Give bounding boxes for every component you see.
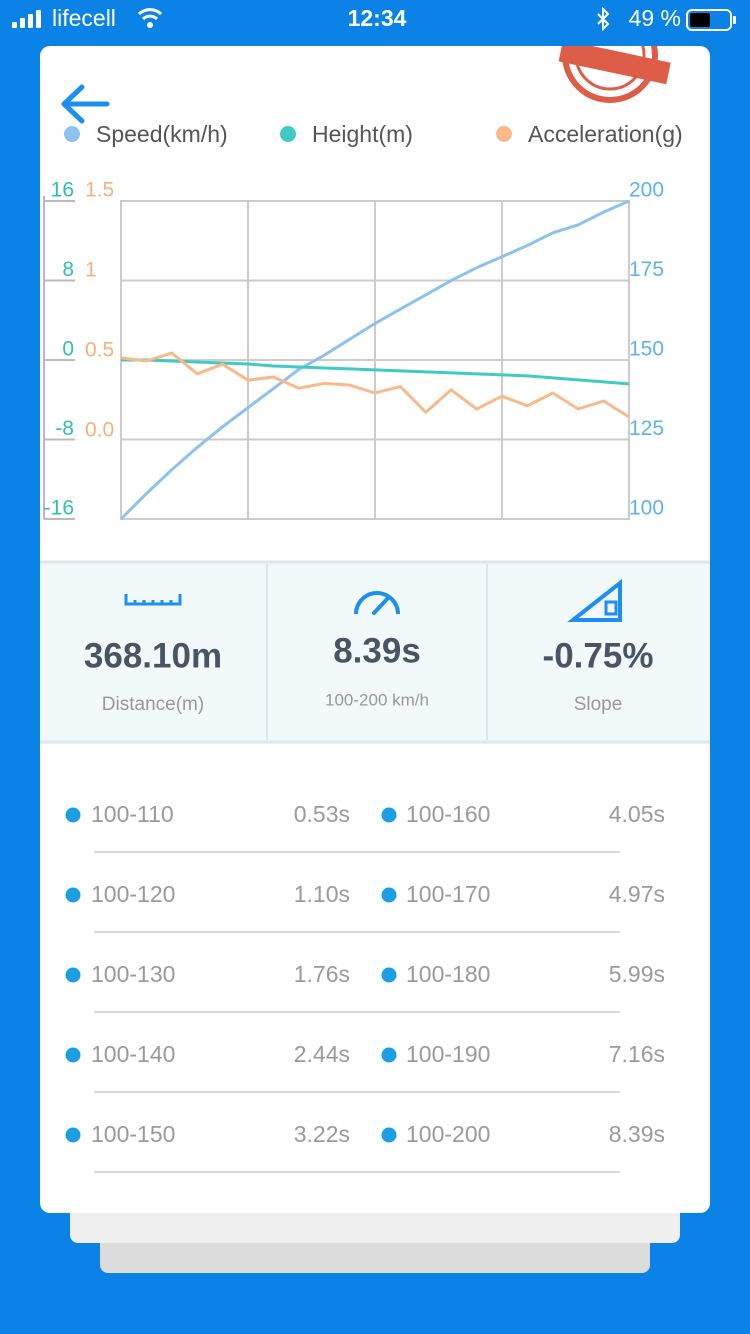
series-line	[120, 351, 630, 419]
series-line	[121, 358, 630, 386]
y-tick-label: 8	[62, 258, 74, 281]
y2-tick-label: 175	[629, 258, 664, 281]
split-time: 4.97s	[609, 881, 665, 907]
split-label: 100-160	[406, 801, 490, 827]
battery-percent: 49 %	[629, 5, 681, 31]
split-dot	[65, 1047, 81, 1063]
y-tick-label: -8	[55, 417, 74, 440]
split-time: 7.16s	[609, 1041, 665, 1067]
split-time: 0.53s	[294, 801, 350, 827]
split-time: 5.99s	[609, 961, 665, 987]
split-label: 100-140	[91, 1041, 175, 1067]
split-label: 100-190	[406, 1041, 490, 1067]
split-time: 1.10s	[294, 881, 350, 907]
battery-level	[690, 13, 710, 27]
carrier: lifecell	[52, 5, 116, 31]
speed-icon	[354, 591, 400, 615]
split-label: 100-180	[406, 961, 490, 987]
wifi	[137, 8, 163, 21]
split-dot	[381, 1047, 397, 1063]
split-time: 2.44s	[294, 1041, 350, 1067]
split-time: 3.22s	[294, 1121, 350, 1147]
series-line	[119, 199, 630, 521]
splits: 100-110 0.53s 100-120 1.10s 100-130 1.76s 100-…	[65, 801, 665, 1173]
split-time: 1.76s	[294, 961, 350, 987]
signal	[12, 10, 41, 28]
battery	[686, 9, 732, 31]
stat-label: Slope	[574, 694, 623, 715]
y-tick-label: -16	[44, 497, 74, 520]
split-label: 100-120	[91, 881, 175, 907]
split-dot	[381, 1127, 397, 1143]
y2-tick-label: 150	[629, 338, 664, 361]
split-label: 100-150	[91, 1121, 175, 1147]
split-time: 4.05s	[609, 801, 665, 827]
y-tick-label: 16	[51, 179, 74, 202]
clock: 12:34	[348, 5, 407, 31]
legend-dot	[64, 126, 80, 142]
stat-value: 8.39s	[333, 631, 421, 670]
battery-tip	[733, 16, 736, 24]
split-label: 100-130	[91, 961, 175, 987]
y2-tick-label: 125	[629, 417, 664, 440]
legend-label: Speed(km/h)	[96, 121, 228, 147]
stat-value: -0.75%	[543, 636, 654, 675]
split-time: 8.39s	[609, 1121, 665, 1147]
slope-icon	[567, 578, 622, 622]
bluetooth	[597, 6, 610, 32]
split-label: 100-170	[406, 881, 490, 907]
stat-value: 368.10m	[84, 636, 222, 675]
y2-tick-label: 100	[629, 497, 664, 520]
y-tick-label: 0	[62, 338, 74, 361]
split-dot	[381, 887, 397, 903]
back-button[interactable]	[61, 84, 110, 124]
y3-tick-label: 1.5	[85, 179, 114, 202]
y3-tick-label: 0.5	[85, 339, 114, 362]
split-dot	[65, 967, 81, 983]
legend-dot	[280, 126, 296, 142]
chart: Speed(km/h) Height(m) Acceleration(g) 200 17…	[43, 121, 683, 521]
stamp	[558, 46, 671, 103]
y3-tick-label: 1	[85, 259, 97, 282]
split-dot	[65, 1127, 81, 1143]
split-dot	[381, 807, 397, 823]
distance-icon	[124, 594, 182, 606]
split-dot	[65, 807, 81, 823]
speed-needle	[372, 596, 390, 615]
y2-tick-label: 200	[629, 179, 664, 202]
split-dot	[65, 887, 81, 903]
wifi-dot	[147, 22, 153, 28]
stat-label: Distance(m)	[102, 694, 204, 715]
stats: 368.10m Distance(m) 8.39s 100-200 km/h -0.75…	[84, 631, 654, 715]
split-dot	[381, 967, 397, 983]
legend-dot	[496, 126, 512, 142]
legend-label: Acceleration(g)	[528, 121, 683, 147]
y3-tick-label: 0.0	[85, 419, 114, 442]
split-label: 100-200	[406, 1121, 490, 1147]
slope-icon-box	[604, 600, 618, 616]
split-label: 100-110	[91, 801, 174, 827]
stat-label: 100-200 km/h	[325, 690, 429, 709]
legend-label: Height(m)	[312, 121, 413, 147]
